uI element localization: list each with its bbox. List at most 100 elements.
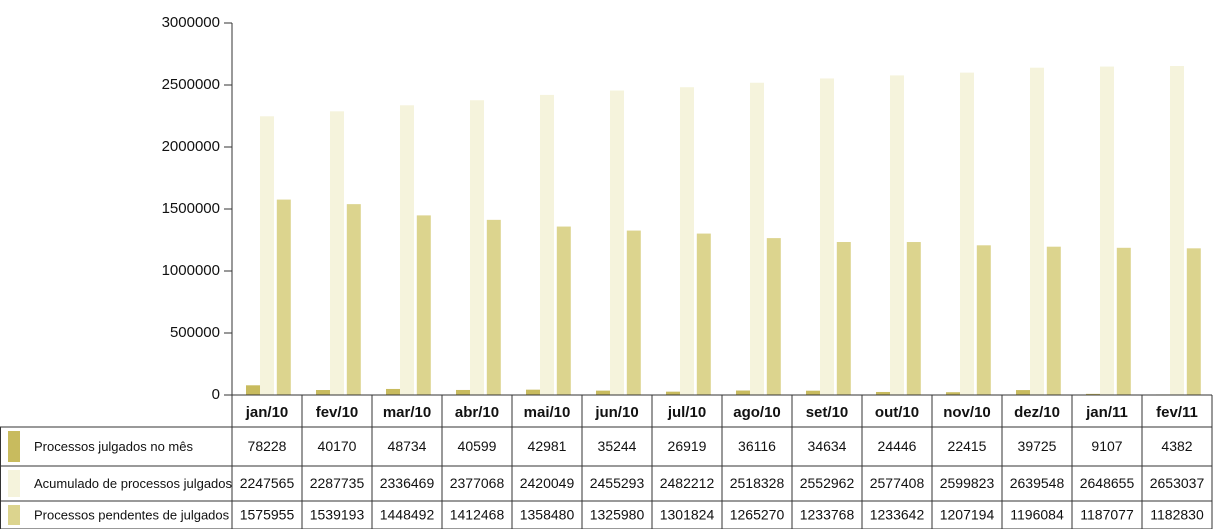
table-cell: 48734 [388, 438, 427, 454]
bar [1086, 393, 1100, 395]
bar [400, 105, 414, 396]
x-tick-label: dez/10 [1014, 404, 1060, 421]
x-tick-label: fev/11 [1156, 404, 1198, 421]
table-cell: 35244 [598, 438, 637, 454]
bar [330, 111, 344, 395]
bar [626, 230, 641, 395]
table-cell: 1575955 [240, 507, 295, 523]
table-cell: 2482212 [660, 475, 715, 491]
bar [1016, 390, 1030, 395]
bar [416, 215, 431, 395]
table-cell: 2648655 [1080, 475, 1135, 491]
bar [666, 391, 680, 395]
legend-label: Acumulado de processos julgados [34, 476, 233, 491]
bar [696, 233, 711, 395]
bar [540, 94, 554, 395]
table-cell: 1196084 [1010, 507, 1064, 523]
table-cell: 2599823 [940, 475, 995, 491]
table-cell: 78228 [248, 438, 287, 454]
table-cell: 40170 [318, 438, 357, 454]
x-tick-label: jul/10 [667, 404, 706, 421]
table-cell: 2377068 [450, 475, 505, 491]
table-cell: 2639548 [1010, 475, 1065, 491]
legend-swatch [8, 505, 20, 525]
bar [820, 78, 834, 395]
x-tick-label: ago/10 [733, 404, 781, 421]
table-cell: 36116 [738, 438, 776, 454]
y-tick-label: 1000000 [162, 262, 220, 279]
bar [906, 242, 921, 395]
table-cell: 4382 [1161, 438, 1192, 454]
y-tick-label: 2000000 [162, 138, 220, 155]
x-tick-label: jun/10 [594, 404, 638, 421]
bar [260, 116, 274, 395]
legend-swatch [8, 470, 20, 497]
x-tick-label: mar/10 [383, 404, 431, 421]
bar [836, 242, 851, 395]
table-cell: 2518328 [730, 475, 785, 491]
x-tick-label: out/10 [875, 404, 919, 421]
table-cell: 1182830 [1150, 507, 1204, 523]
bar [246, 385, 260, 395]
bar [1116, 247, 1131, 395]
x-tick-label: jan/11 [1085, 404, 1128, 421]
table-cell: 42981 [528, 438, 567, 454]
bar [386, 388, 400, 395]
table-cell: 9107 [1091, 438, 1122, 454]
bar [806, 390, 820, 395]
x-tick-label: abr/10 [455, 404, 499, 421]
table-cell: 1265270 [730, 507, 785, 523]
bar [976, 245, 991, 395]
bar [346, 204, 361, 395]
bar [1030, 67, 1044, 395]
table-cell: 1187077 [1080, 507, 1134, 523]
legend-label: Processos julgados no mês [34, 439, 193, 454]
table-cell: 1233642 [870, 507, 925, 523]
table-cell: 1325980 [590, 507, 645, 523]
table-cell: 1412468 [450, 507, 505, 523]
bar [750, 82, 764, 395]
table-cell: 26919 [668, 438, 707, 454]
bar [876, 391, 890, 395]
y-tick-label: 500000 [170, 324, 220, 341]
x-tick-label: set/10 [806, 404, 849, 421]
table-cell: 2420049 [520, 475, 575, 491]
bar [960, 72, 974, 395]
x-tick-label: mai/10 [524, 404, 571, 421]
table-cell: 1233768 [800, 507, 855, 523]
bar [680, 87, 694, 395]
bar [276, 199, 291, 395]
bar [596, 390, 610, 395]
bar [610, 90, 624, 395]
table-cell: 2455293 [590, 475, 645, 491]
legend-label: Processos pendentes de julgados [34, 507, 230, 522]
table-cell: 2247565 [240, 475, 295, 491]
bar [526, 389, 540, 395]
bar [470, 100, 484, 396]
table-cell: 1448492 [380, 507, 435, 523]
table-cell: 1301824 [660, 507, 715, 523]
x-tick-label: nov/10 [943, 404, 991, 421]
table-cell: 1358480 [520, 507, 575, 523]
table-cell: 39725 [1018, 438, 1057, 454]
bar [1046, 246, 1061, 395]
table-cell: 2552962 [800, 475, 855, 491]
bar [736, 390, 750, 395]
x-tick-label: fev/10 [316, 404, 359, 421]
bar [1100, 66, 1114, 396]
table-cell: 34634 [808, 438, 847, 454]
bar [1186, 248, 1201, 395]
table-cell: 2336469 [380, 475, 435, 491]
bar [766, 238, 781, 395]
table-cell: 1539193 [310, 507, 365, 523]
bar [1170, 66, 1184, 396]
table-cell: 22415 [948, 438, 987, 454]
bar [456, 389, 470, 395]
bar [556, 226, 571, 395]
table-cell: 2287735 [310, 475, 365, 491]
y-tick-label: 2500000 [162, 76, 220, 93]
y-tick-label: 0 [212, 386, 220, 403]
bar [486, 219, 501, 395]
bar [316, 390, 330, 395]
